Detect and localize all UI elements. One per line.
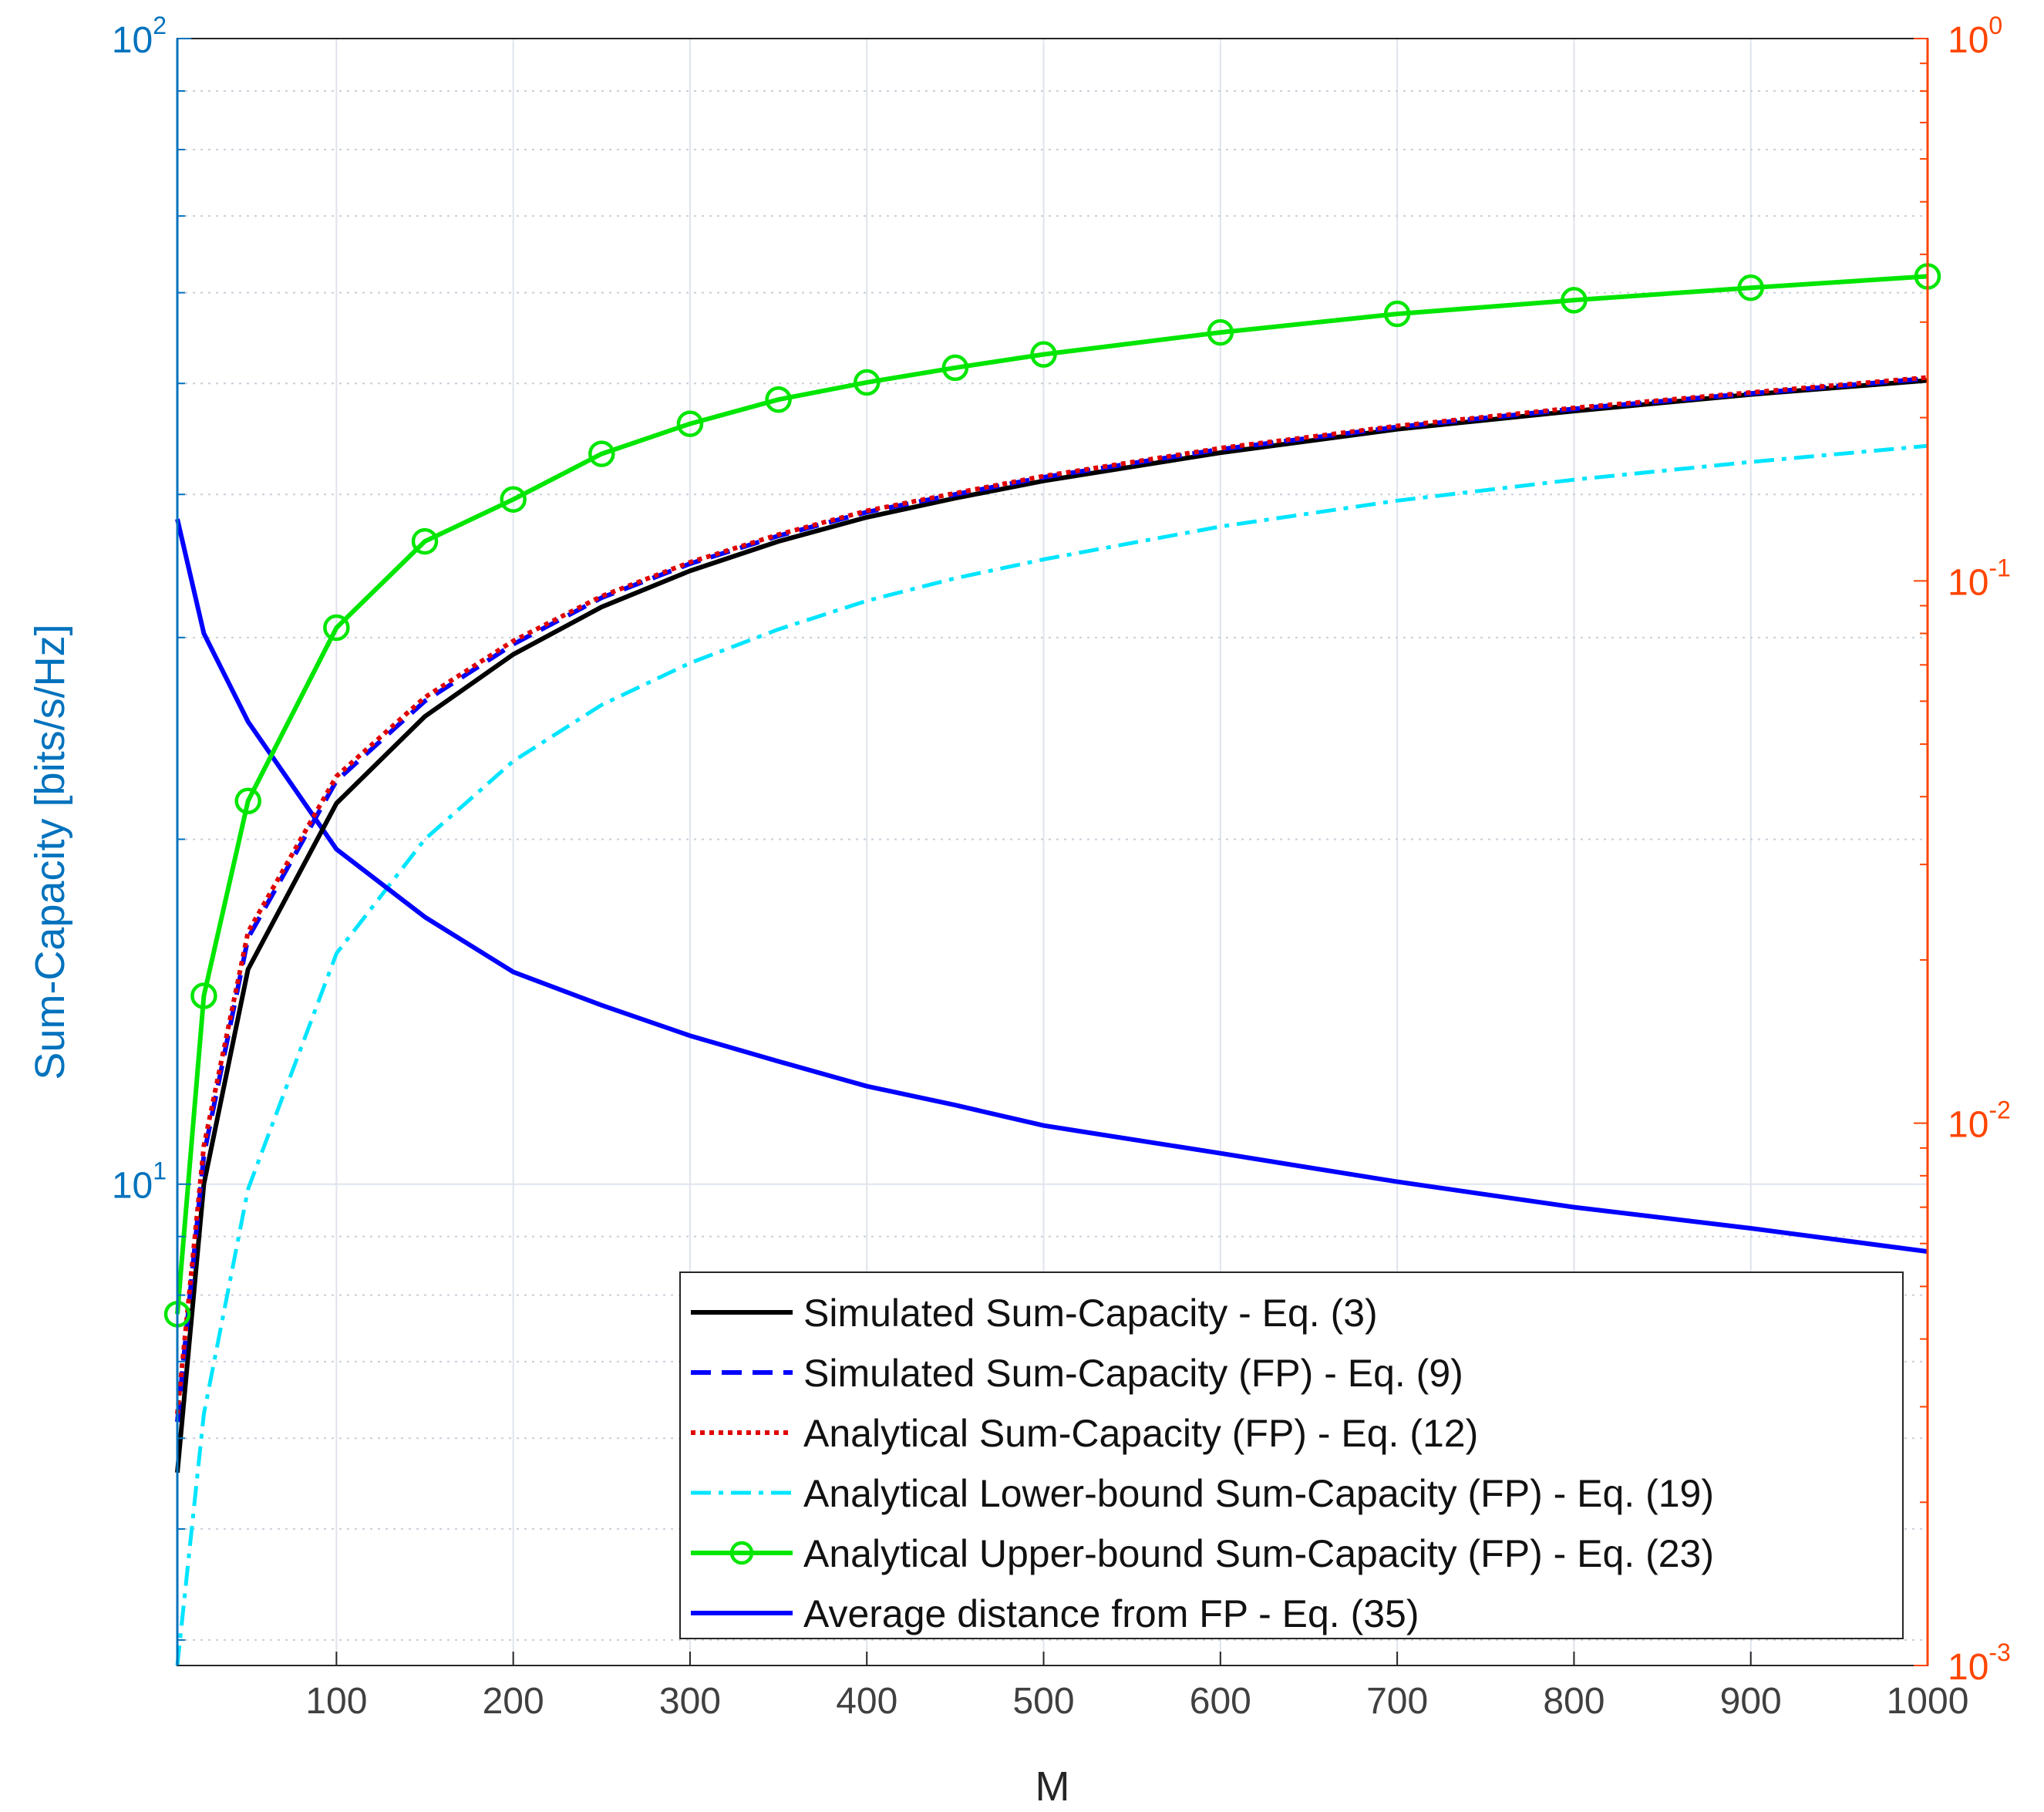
tick-base: 10: [1948, 1105, 1988, 1146]
series-point: [1383, 300, 1411, 328]
series-point: [190, 982, 217, 1009]
x-tick-label: 400: [836, 1681, 897, 1722]
tick-base: 10: [112, 1166, 153, 1207]
tick-exponent: -3: [1988, 1639, 2010, 1666]
tick-exponent: 2: [153, 12, 167, 39]
x-tick-label: 100: [305, 1681, 367, 1722]
legend-entry-label: Analytical Lower-bound Sum-Capacity (FP)…: [803, 1472, 1714, 1515]
x-tick-label: 300: [659, 1681, 721, 1722]
legend-entry-label: Analytical Upper-bound Sum-Capacity (FP)…: [803, 1532, 1714, 1575]
y-right-tick-label: 10-3: [1948, 1639, 2011, 1688]
series-point: [853, 369, 881, 396]
tick-exponent: 1: [153, 1157, 167, 1185]
series-line-5: [175, 518, 1928, 1255]
tick-base: 10: [1948, 1647, 1988, 1688]
x-tick-label: 1000: [1887, 1681, 1969, 1722]
tick-exponent: -2: [1988, 1096, 2010, 1124]
series-point: [500, 486, 527, 513]
tick-base: 10: [1948, 562, 1988, 603]
series-point: [1561, 287, 1588, 314]
legend-entry-label: Simulated Sum-Capacity (FP) - Eq. (9): [803, 1352, 1463, 1395]
series-layer: [163, 263, 1941, 1666]
series-line-2: [175, 375, 1928, 1415]
x-axis-title: M: [1035, 1763, 1070, 1810]
series-point: [234, 787, 261, 815]
x-tick-label: 900: [1720, 1681, 1782, 1722]
y-axis-title: Sum-Capacity [bits/s/Hz]: [27, 624, 73, 1079]
x-tick-label: 600: [1190, 1681, 1251, 1722]
x-tick-label: 700: [1366, 1681, 1428, 1722]
series-point: [323, 614, 350, 642]
y-right-tick-label: 10-2: [1948, 1096, 2011, 1146]
series-line-4: [175, 274, 1928, 1315]
series-point: [1030, 341, 1057, 368]
series-point: [941, 354, 969, 382]
legend-entry-label: Simulated Sum-Capacity - Eq. (3): [803, 1292, 1378, 1335]
legend-box: [679, 1271, 1904, 1639]
series-line-3: [175, 443, 1928, 1666]
legend-marker: [729, 1541, 754, 1565]
y-right-tick-label: 100: [1948, 12, 2002, 61]
tick-base: 10: [112, 20, 153, 61]
y-right-tick-label: 10-1: [1948, 554, 2011, 603]
y-left-tick-label: 101: [112, 1157, 167, 1207]
x-tick-label: 500: [1012, 1681, 1074, 1722]
legend-entry-label: Average distance from FP - Eq. (35): [803, 1592, 1419, 1635]
series-point: [676, 410, 704, 437]
tick-exponent: 0: [1988, 12, 2002, 39]
series-point: [411, 527, 439, 555]
series-point: [1737, 274, 1764, 301]
x-tick-label: 800: [1543, 1681, 1605, 1722]
tick-exponent: -1: [1988, 554, 2010, 581]
series-point: [1207, 318, 1234, 346]
axes: 100 200 300 400 500 600 700 800 900 100010110210-…: [112, 12, 2011, 1722]
series-point: [588, 440, 615, 467]
legend-entry-label: Analytical Sum-Capacity (FP) - Eq. (12): [803, 1412, 1478, 1455]
legend: Simulated Sum-Capacity - Eq. (3) Simulate…: [679, 1271, 1904, 1639]
tick-base: 10: [1948, 20, 1988, 61]
y-left-tick-label: 102: [112, 12, 167, 61]
x-tick-label: 200: [483, 1681, 544, 1722]
series-point: [765, 386, 792, 413]
